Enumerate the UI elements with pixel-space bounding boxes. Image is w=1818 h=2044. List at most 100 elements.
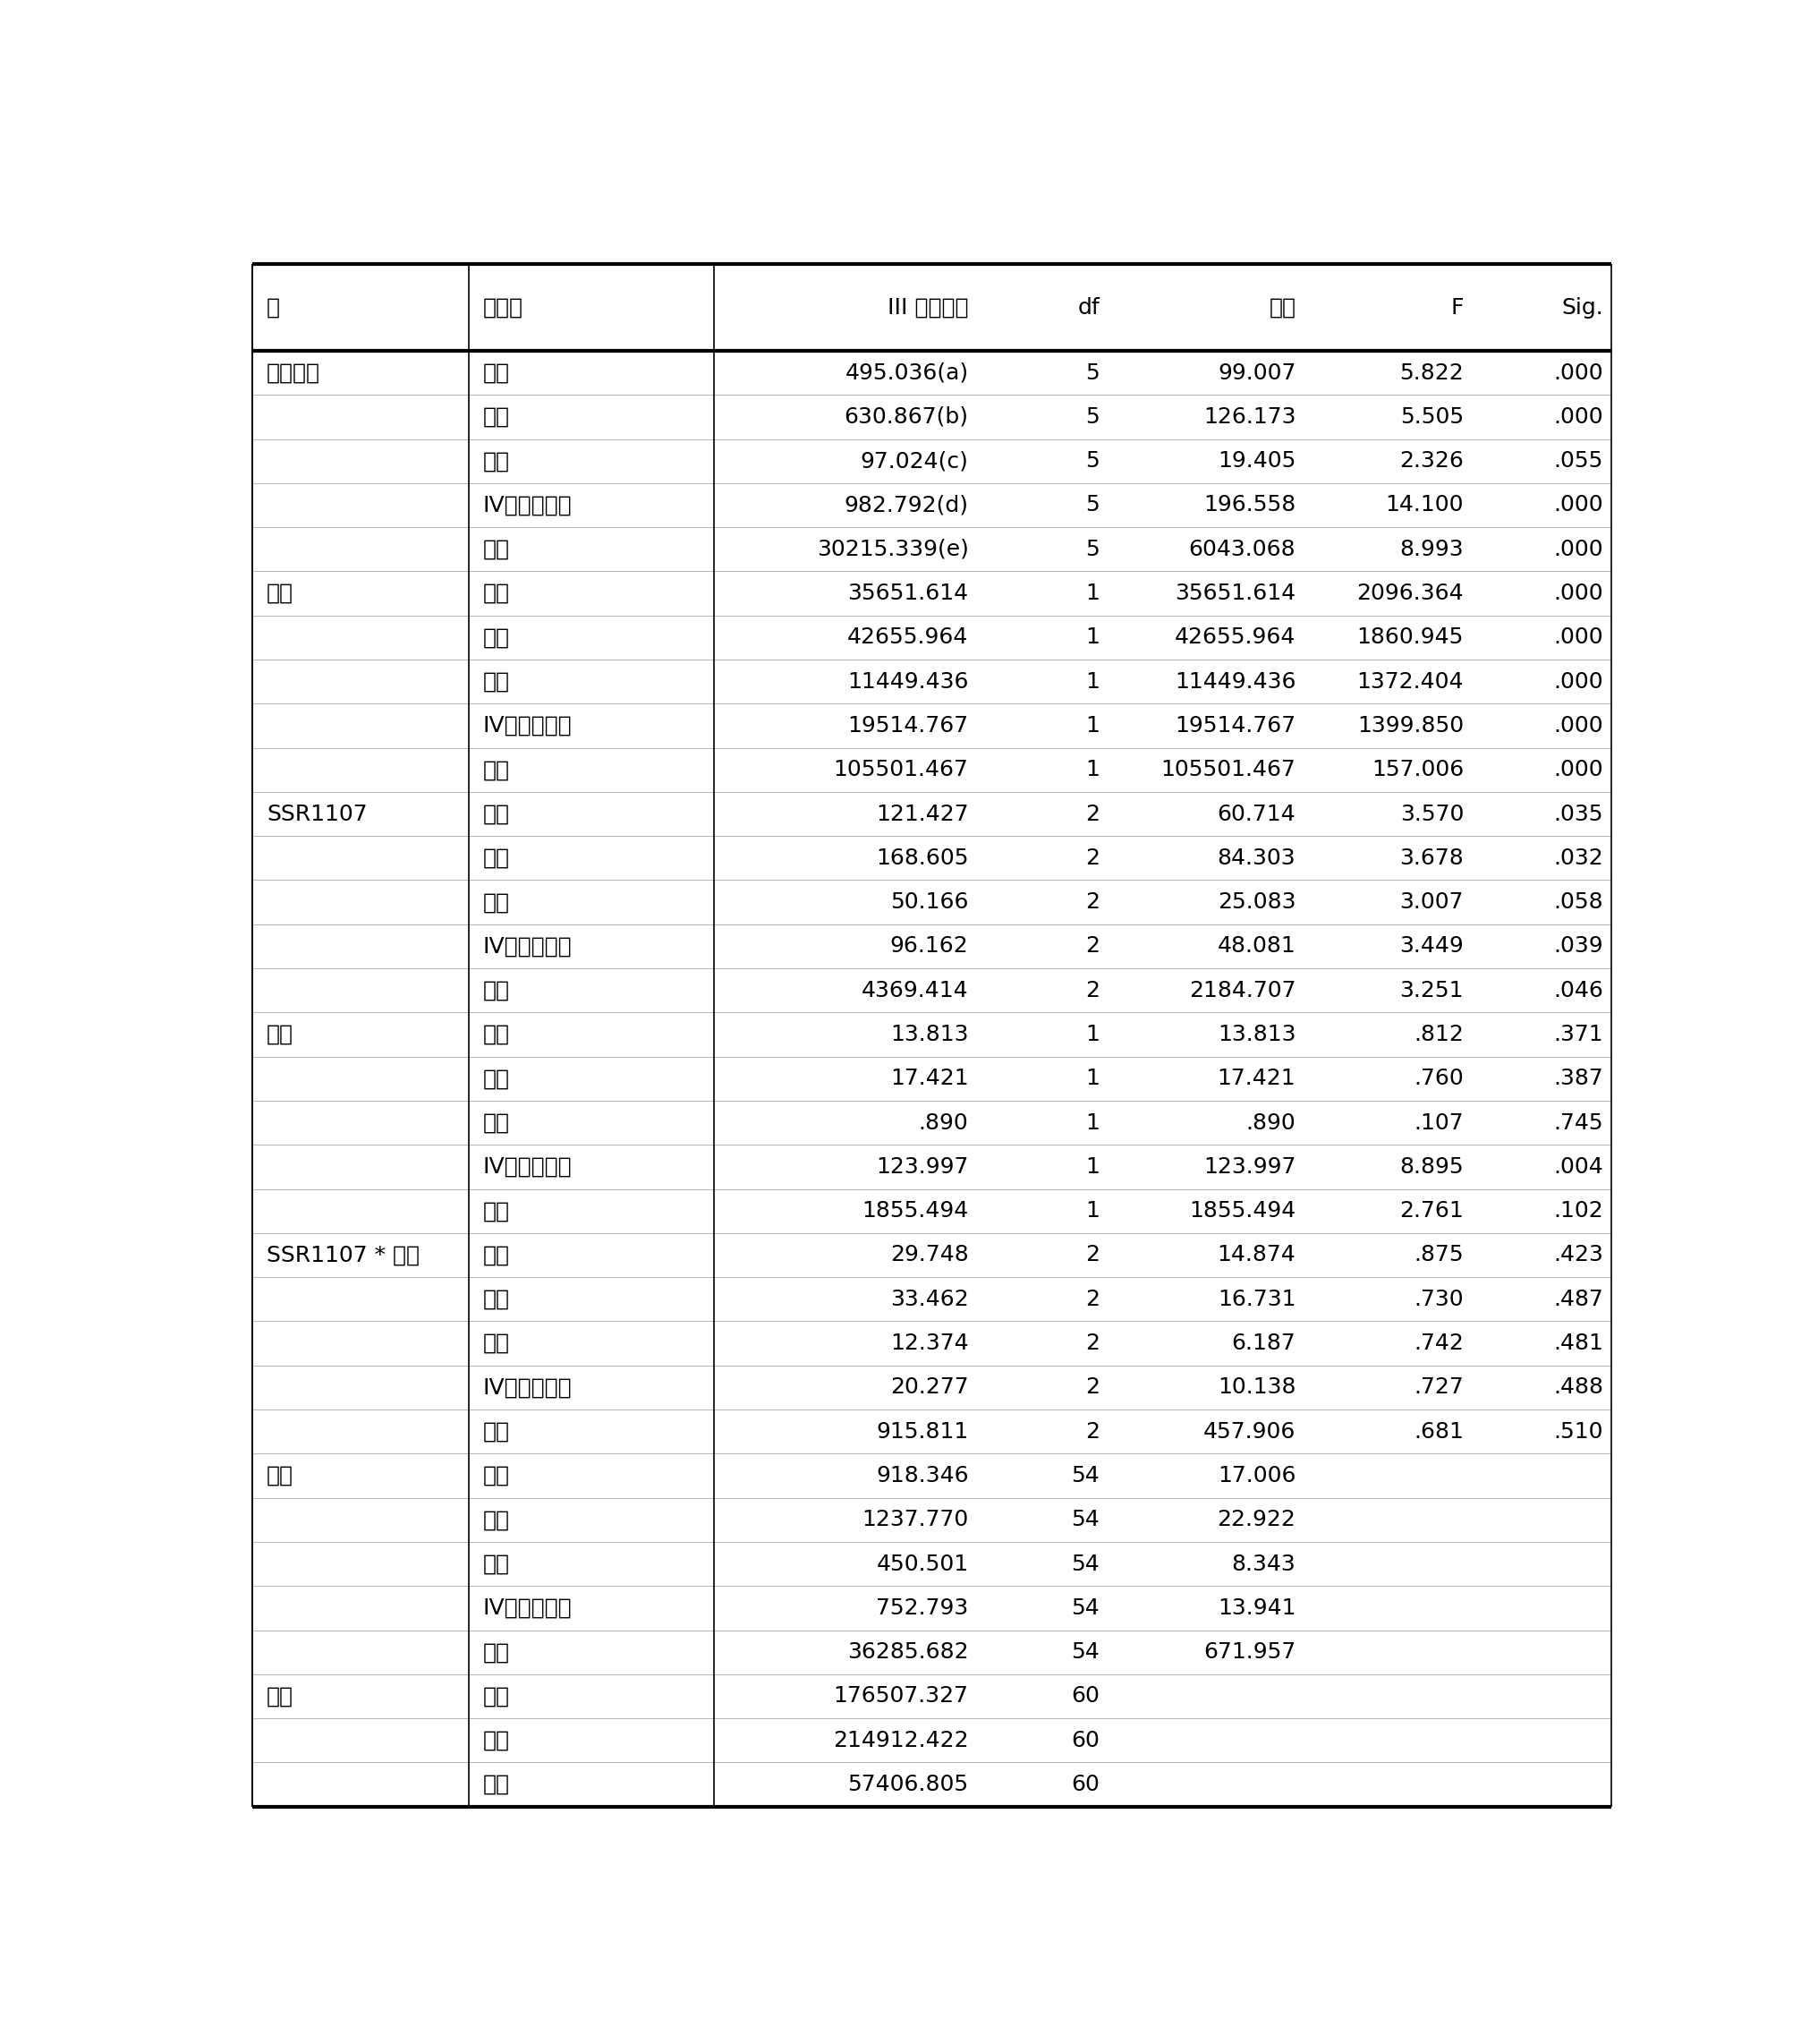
Text: 2: 2 <box>1085 1378 1098 1398</box>
Text: 42655.964: 42655.964 <box>847 628 967 648</box>
Text: 体长: 体长 <box>484 583 509 605</box>
Text: 14.874: 14.874 <box>1216 1245 1294 1265</box>
Text: 35651.614: 35651.614 <box>847 583 967 605</box>
Text: 54: 54 <box>1071 1553 1098 1574</box>
Text: 体重: 体重 <box>484 979 509 1002</box>
Text: 体高: 体高 <box>484 670 509 693</box>
Text: 121.427: 121.427 <box>876 803 967 824</box>
Text: 13.813: 13.813 <box>1216 1024 1294 1044</box>
Text: .510: .510 <box>1553 1421 1602 1443</box>
Text: 体宽: 体宽 <box>484 848 509 869</box>
Text: .423: .423 <box>1553 1245 1602 1265</box>
Text: 630.867(b): 630.867(b) <box>844 407 967 427</box>
Text: 16.731: 16.731 <box>1216 1288 1294 1310</box>
Text: 123.997: 123.997 <box>1204 1157 1294 1177</box>
Text: 176507.327: 176507.327 <box>833 1686 967 1707</box>
Text: 5.822: 5.822 <box>1398 362 1463 384</box>
Text: 体长: 体长 <box>484 1686 509 1707</box>
Text: 11449.436: 11449.436 <box>847 670 967 693</box>
Text: 105501.467: 105501.467 <box>833 758 967 781</box>
Text: IV步足长节长: IV步足长节长 <box>484 1157 573 1177</box>
Text: 性别: 性别 <box>267 1024 293 1044</box>
Text: 体长: 体长 <box>484 1024 509 1044</box>
Text: 1860.945: 1860.945 <box>1356 628 1463 648</box>
Text: 1: 1 <box>1085 1157 1098 1177</box>
Text: .812: .812 <box>1413 1024 1463 1044</box>
Text: .745: .745 <box>1553 1112 1602 1134</box>
Text: 体长: 体长 <box>484 362 509 384</box>
Text: 915.811: 915.811 <box>876 1421 967 1443</box>
Text: 6.187: 6.187 <box>1231 1333 1294 1353</box>
Text: 671.957: 671.957 <box>1204 1641 1294 1664</box>
Text: 总计: 总计 <box>267 1686 293 1707</box>
Text: .000: .000 <box>1553 583 1602 605</box>
Text: .004: .004 <box>1553 1157 1602 1177</box>
Text: 54: 54 <box>1071 1508 1098 1531</box>
Text: .032: .032 <box>1553 848 1602 869</box>
Text: 10.138: 10.138 <box>1216 1378 1294 1398</box>
Text: .000: .000 <box>1553 362 1602 384</box>
Text: 体重: 体重 <box>484 758 509 781</box>
Text: 2.326: 2.326 <box>1398 450 1463 472</box>
Text: 均方: 均方 <box>1269 296 1294 319</box>
Text: 126.173: 126.173 <box>1204 407 1294 427</box>
Text: 1: 1 <box>1085 715 1098 736</box>
Text: 17.421: 17.421 <box>1216 1067 1294 1089</box>
Text: 982.792(d): 982.792(d) <box>844 495 967 515</box>
Text: 450.501: 450.501 <box>876 1553 967 1574</box>
Text: 1: 1 <box>1085 758 1098 781</box>
Text: 体重: 体重 <box>484 1200 509 1222</box>
Text: 60: 60 <box>1071 1729 1098 1752</box>
Text: .039: .039 <box>1553 936 1602 957</box>
Text: 22.922: 22.922 <box>1216 1508 1294 1531</box>
Text: .875: .875 <box>1413 1245 1463 1265</box>
Text: 96.162: 96.162 <box>889 936 967 957</box>
Text: .055: .055 <box>1553 450 1602 472</box>
Text: III 型平方和: III 型平方和 <box>887 296 967 319</box>
Text: 35651.614: 35651.614 <box>1174 583 1294 605</box>
Text: 1: 1 <box>1085 1067 1098 1089</box>
Text: 体宽: 体宽 <box>484 1288 509 1310</box>
Text: .000: .000 <box>1553 715 1602 736</box>
Text: 20.277: 20.277 <box>889 1378 967 1398</box>
Text: 168.605: 168.605 <box>876 848 967 869</box>
Text: 17.006: 17.006 <box>1216 1466 1294 1486</box>
Text: 214912.422: 214912.422 <box>833 1729 967 1752</box>
Text: 12.374: 12.374 <box>889 1333 967 1353</box>
Text: 495.036(a): 495.036(a) <box>845 362 967 384</box>
Text: .058: .058 <box>1553 891 1602 914</box>
Text: 2.761: 2.761 <box>1398 1200 1463 1222</box>
Text: 105501.467: 105501.467 <box>1160 758 1294 781</box>
Text: .000: .000 <box>1553 758 1602 781</box>
Text: 157.006: 157.006 <box>1371 758 1463 781</box>
Text: 5.505: 5.505 <box>1400 407 1463 427</box>
Text: 19514.767: 19514.767 <box>1174 715 1294 736</box>
Text: 2: 2 <box>1085 979 1098 1002</box>
Text: 8.895: 8.895 <box>1400 1157 1463 1177</box>
Text: 体高: 体高 <box>484 1553 509 1574</box>
Text: 1: 1 <box>1085 1112 1098 1134</box>
Text: 5: 5 <box>1085 450 1098 472</box>
Text: .760: .760 <box>1413 1067 1463 1089</box>
Text: F: F <box>1451 296 1463 319</box>
Text: 2: 2 <box>1085 891 1098 914</box>
Text: 5: 5 <box>1085 362 1098 384</box>
Text: .046: .046 <box>1553 979 1602 1002</box>
Text: .000: .000 <box>1553 670 1602 693</box>
Text: 2096.364: 2096.364 <box>1356 583 1463 605</box>
Text: IV步足长节长: IV步足长节长 <box>484 936 573 957</box>
Text: 5: 5 <box>1085 495 1098 515</box>
Text: 体高: 体高 <box>484 891 509 914</box>
Text: 19514.767: 19514.767 <box>847 715 967 736</box>
Text: 6043.068: 6043.068 <box>1189 538 1294 560</box>
Text: 2184.707: 2184.707 <box>1189 979 1294 1002</box>
Text: .371: .371 <box>1553 1024 1602 1044</box>
Text: 5: 5 <box>1085 538 1098 560</box>
Text: 60: 60 <box>1071 1774 1098 1795</box>
Text: .387: .387 <box>1553 1067 1602 1089</box>
Text: 体宽: 体宽 <box>484 1067 509 1089</box>
Text: 2: 2 <box>1085 936 1098 957</box>
Text: 2: 2 <box>1085 1333 1098 1353</box>
Text: 123.997: 123.997 <box>876 1157 967 1177</box>
Text: 体重: 体重 <box>484 1421 509 1443</box>
